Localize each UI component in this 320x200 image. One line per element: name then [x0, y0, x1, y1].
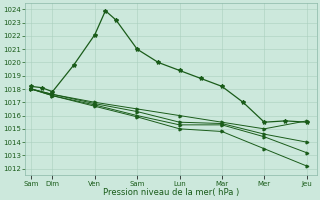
X-axis label: Pression niveau de la mer( hPa ): Pression niveau de la mer( hPa ) — [103, 188, 239, 197]
